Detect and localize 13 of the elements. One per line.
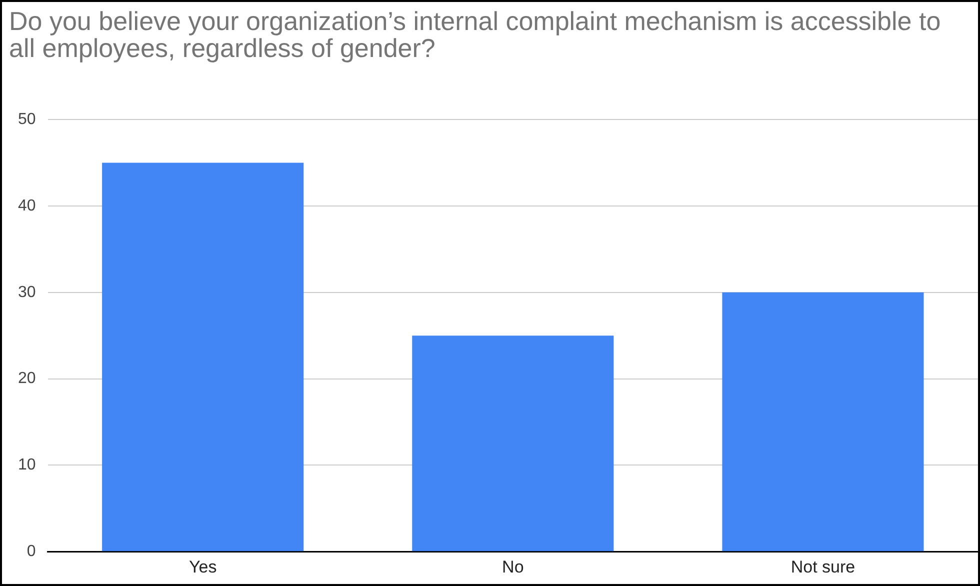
bar: [102, 162, 304, 552]
y-tick-label: 50: [18, 111, 36, 128]
x-tick-label: Not sure: [790, 557, 856, 576]
x-tick-label: No: [502, 557, 524, 576]
y-tick-label: 20: [18, 370, 36, 388]
y-tick-label: 10: [18, 456, 36, 474]
y-tick-label: 0: [26, 543, 36, 560]
bar: [722, 292, 924, 552]
bar: [412, 336, 614, 552]
x-tick-label: Yes: [188, 557, 217, 576]
chart-title: Do you believe your organization’s internal complaint mechanism is accessible to all employees, regardless of gender?: [9, 6, 942, 63]
y-tick-label: 40: [18, 197, 36, 214]
y-tick-label: 30: [18, 284, 36, 301]
